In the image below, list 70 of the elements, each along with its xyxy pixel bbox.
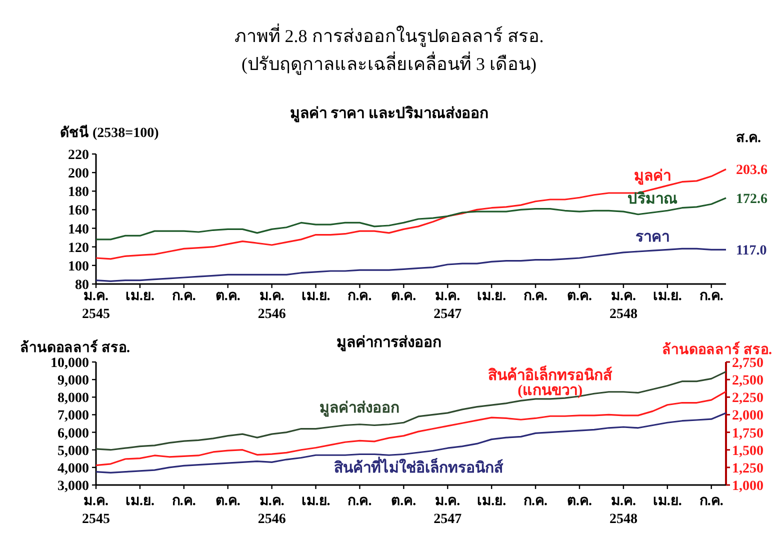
x-tick-label: ม.ค. 2547 — [434, 289, 462, 322]
series-label: สินค้าอิเล็กทรอนิกส์ (แกนขวา) — [488, 365, 614, 400]
x-tick-label: เม.ย. — [477, 289, 506, 304]
y2-tick-label: 2,000 — [732, 408, 764, 424]
x-tick-label: ม.ค. 2546 — [258, 289, 286, 322]
y-tick-label: 180 — [68, 185, 89, 200]
x-tick-label: เม.ย. — [301, 289, 330, 304]
line-series — [95, 168, 727, 260]
y-tick-label: 220 — [68, 148, 89, 163]
x-tick-label: ก.ค. — [524, 494, 548, 509]
x-tick-label: ก.ค. — [172, 289, 196, 304]
x-tick-label: เม.ย. — [477, 494, 506, 509]
series-label: มูลค่า — [634, 167, 672, 186]
y-axis-title: ล้านดอลลาร์ สรอ. — [20, 339, 130, 356]
y-tick-label: 120 — [68, 240, 89, 256]
y2-tick-label: 1,750 — [732, 426, 764, 442]
y2-tick-label: 2,750 — [732, 356, 764, 371]
y-tick-label: 9,000 — [58, 374, 89, 389]
y-tick-label: 160 — [68, 204, 89, 219]
x-tick-label: ต.ค. — [566, 494, 592, 509]
chart-title: มูลค่าการส่งออก — [336, 334, 442, 352]
y2-tick-label: 2,500 — [732, 374, 764, 389]
x-tick-label: เม.ย. — [652, 494, 682, 509]
x-tick-label: ม.ค. 2547 — [434, 494, 462, 527]
x-tick-label: ก.ค. — [172, 494, 196, 509]
x-tick-label: ม.ค. 2545 — [82, 494, 110, 527]
data-label: 203.6 — [736, 163, 768, 178]
y-tick-label: 7,000 — [58, 408, 89, 424]
y-tick-label: 8,000 — [58, 391, 89, 406]
text: ส.ค. — [736, 131, 761, 146]
y2-tick-label: 2,250 — [732, 391, 764, 406]
series-label: ปริมาณ — [628, 190, 678, 208]
x-tick-label: ต.ค. — [391, 289, 416, 304]
x-tick-label: ต.ค. — [391, 494, 416, 509]
chart-subtitle: มูลค่า ราคา และปริมาณส่งออก — [290, 104, 488, 123]
series-label: ราคา — [636, 230, 670, 246]
y2-tick-label: 1,000 — [732, 479, 764, 494]
y-tick-label: 10,000 — [50, 356, 89, 371]
y-tick-label: 5,000 — [58, 444, 89, 459]
y-tick-label: 6,000 — [58, 426, 89, 442]
series-label: สินค้าที่ไม่ใช่อิเล็กทรอนิกส์ — [334, 456, 504, 476]
line-series — [95, 248, 727, 282]
y2-axis-title: ล้านดอลลาร์ สรอ. — [662, 341, 772, 358]
x-tick-label: ก.ค. — [699, 494, 724, 509]
y-tick-label: 100 — [68, 259, 89, 274]
x-tick-label: ต.ค. — [566, 289, 592, 304]
y-tick-label: 140 — [68, 222, 89, 238]
x-tick-label: ก.ค. — [699, 289, 724, 304]
x-tick-label: ต.ค. — [215, 494, 240, 509]
data-label: 172.6 — [736, 192, 768, 208]
x-tick-label: ม.ค. 2548 — [609, 494, 638, 527]
y-tick-label: 3,000 — [58, 479, 89, 494]
x-tick-label: ก.ค. — [348, 289, 372, 304]
x-tick-label: ก.ค. — [348, 494, 372, 509]
y2-tick-label: 1,500 — [732, 444, 764, 459]
x-tick-label: ม.ค. 2546 — [258, 494, 286, 527]
x-tick-label: ก.ค. — [524, 289, 548, 304]
x-tick-label: ต.ค. — [215, 289, 240, 304]
chart-title: ภาพที่ 2.8 การส่งออกในรูปดอลลาร์ สรอ. (ปรับฤดูกาลและเฉลี่ยเคลื่อนที่ 3 เดือน) — [234, 23, 544, 75]
y-tick-label: 200 — [68, 166, 89, 182]
y2-tick-label: 1,250 — [732, 461, 764, 476]
x-tick-label: ม.ค. 2548 — [609, 289, 638, 322]
series-label: มูลค่าส่งออก — [320, 399, 400, 418]
x-tick-label: เม.ย. — [301, 494, 330, 509]
x-tick-label: เม.ย. — [125, 289, 154, 304]
x-tick-label: เม.ย. — [652, 289, 682, 304]
y-axis-title: ดัชนี (2538=100) — [60, 125, 160, 141]
x-tick-label: เม.ย. — [125, 494, 154, 509]
y-tick-label: 4,000 — [58, 461, 89, 476]
data-label: 117.0 — [736, 244, 767, 259]
